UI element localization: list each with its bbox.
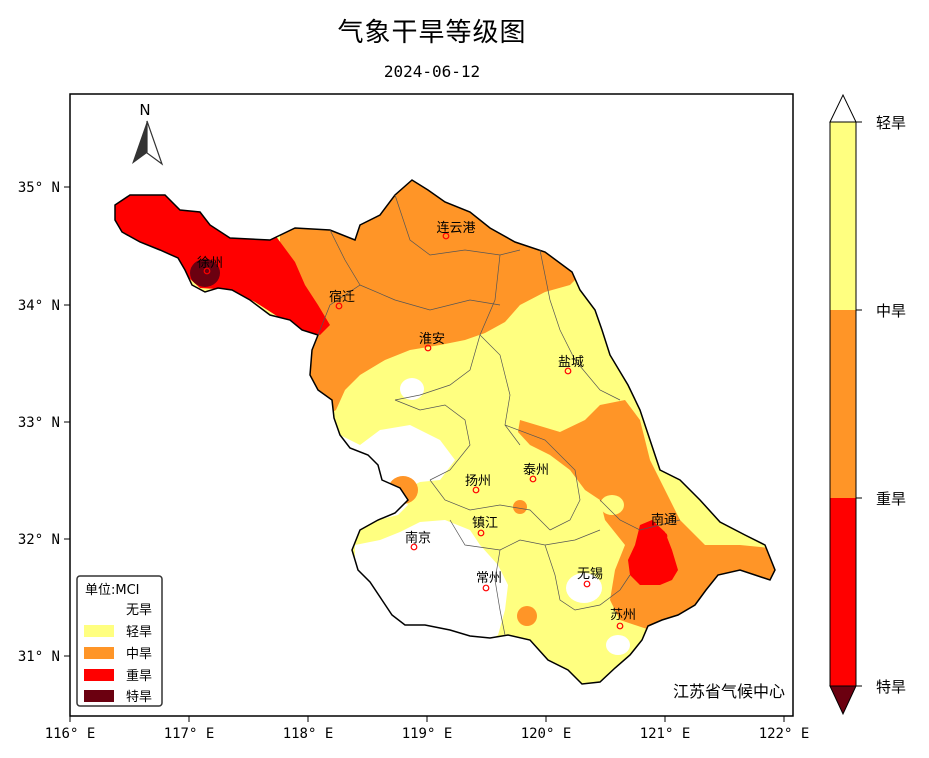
legend-label-none: 无旱	[126, 603, 152, 618]
y-axis-labels: 35° N 34° N 33° N 32° N 31° N	[18, 180, 60, 665]
legend-label-light: 轻旱	[126, 625, 152, 640]
boundary-yangzhou	[394, 399, 471, 481]
city-marker-lianyungang	[442, 232, 450, 240]
north-label: N	[139, 101, 150, 119]
x-tick-label: 121° E	[640, 726, 691, 742]
no-drought-spot-wuxi	[566, 573, 602, 603]
boundary-yangtze	[429, 479, 551, 531]
x-axis-labels: 116° E 117° E 118° E 119° E 120° E 121° …	[45, 726, 810, 742]
city-marker-suqian	[335, 302, 343, 310]
city-label-lianyungang: 连云港	[436, 220, 475, 236]
colorbar-label-severe: 重旱	[876, 490, 906, 508]
boundary-lianyungang	[394, 194, 521, 256]
boundary-wuxi-suzhou	[544, 544, 631, 611]
boundary-taizhou	[504, 424, 581, 531]
city-boundaries	[317, 194, 681, 636]
moderate-drought-spot-south	[517, 606, 537, 626]
city-label-wuxi: 无锡	[577, 567, 603, 582]
severe-drought-xuzhou	[115, 180, 330, 335]
moderate-drought-spot-taizhou	[513, 500, 527, 514]
legend-label-moderate: 中旱	[126, 647, 152, 662]
axis-ticks	[64, 186, 785, 722]
city-marker-nantong	[660, 532, 668, 540]
province-outline	[114, 179, 776, 685]
city-labels: 连云港 徐州 宿迁 淮安 盐城 扬州 泰州 镇江 南京 南通 常州 无锡 苏州	[197, 220, 677, 623]
boundary-changzhou-wuxi	[494, 549, 506, 636]
legend-label-severe: 重旱	[126, 668, 152, 684]
city-label-suzhou: 苏州	[610, 607, 636, 623]
north-arrow-right-half	[146, 120, 164, 166]
legend-swatch-light	[84, 625, 114, 637]
north-arrow: N	[132, 101, 164, 166]
light-drought-spot-nantong	[600, 495, 624, 515]
boundary-nantong	[599, 499, 681, 531]
city-markers	[203, 232, 668, 630]
y-tick-label: 35° N	[18, 180, 60, 196]
colorbar-segment-moderate	[830, 310, 856, 498]
legend-swatch-moderate	[84, 647, 114, 659]
y-tick-label: 31° N	[18, 649, 60, 665]
x-tick-label: 120° E	[521, 726, 572, 742]
no-drought-spot-huaian	[400, 378, 424, 400]
city-marker-xuzhou	[203, 267, 211, 275]
city-label-zhenjiang: 镇江	[472, 516, 498, 531]
severe-drought-nantong	[628, 520, 678, 585]
moderate-drought-east	[518, 400, 775, 630]
city-label-suqian: 宿迁	[329, 289, 355, 305]
boundary-yancheng-coast	[539, 249, 621, 401]
colorbar-segment-severe	[830, 498, 856, 686]
x-tick-label: 122° E	[759, 726, 810, 742]
city-label-taizhou: 泰州	[523, 463, 549, 478]
map-date: 2024-06-12	[383, 62, 481, 81]
city-label-nanjing: 南京	[405, 530, 431, 546]
colorbar-bottom-tip	[829, 685, 857, 716]
map-title: 气象干旱等级图	[337, 18, 527, 48]
city-marker-huaian	[424, 344, 432, 352]
city-label-changzhou: 常州	[476, 571, 502, 586]
legend-label-extreme: 特旱	[126, 690, 152, 705]
no-drought-spot-suzhou	[606, 635, 630, 655]
north-arrow-left-half	[132, 121, 147, 164]
city-label-nantong: 南通	[651, 512, 677, 528]
x-tick-label: 118° E	[283, 726, 334, 742]
city-marker-zhenjiang	[477, 529, 485, 537]
city-marker-changzhou	[482, 584, 490, 592]
city-marker-suzhou	[616, 622, 624, 630]
y-tick-label: 34° N	[18, 298, 60, 314]
boundary-yancheng-west	[479, 334, 521, 446]
x-tick-label: 119° E	[402, 726, 453, 742]
city-marker-yancheng	[564, 367, 572, 375]
legend-swatch-severe	[84, 669, 114, 681]
boundary-zhenjiang-changzhou	[449, 519, 601, 551]
legend: 单位:MCI 无旱 轻旱 中旱 重旱 特旱	[76, 575, 163, 707]
x-tick-label: 116° E	[45, 726, 96, 742]
x-tick-label: 117° E	[164, 726, 215, 742]
y-tick-label: 32° N	[18, 532, 60, 548]
colorbar-label-moderate: 中旱	[876, 302, 906, 320]
city-marker-wuxi	[583, 580, 591, 588]
city-marker-taizhou	[529, 475, 537, 483]
boundary-suqian-huaian	[359, 284, 501, 311]
legend-swatch-extreme	[84, 690, 114, 702]
boundary-huaian-yancheng	[394, 254, 501, 401]
y-tick-label: 33° N	[18, 415, 60, 431]
credit-text: 江苏省气候中心	[673, 682, 785, 701]
city-marker-yangzhou	[472, 486, 480, 494]
colorbar-label-extreme: 特旱	[876, 678, 906, 696]
legend-title: 单位:MCI	[85, 583, 140, 598]
city-label-yangzhou: 扬州	[465, 474, 491, 489]
colorbar: 轻旱 中旱 重旱 特旱	[829, 93, 906, 716]
colorbar-label-light: 轻旱	[876, 114, 906, 132]
colorbar-segment-light	[830, 122, 856, 310]
colorbar-outline	[829, 121, 857, 687]
city-label-yancheng: 盐城	[558, 355, 584, 370]
city-marker-nanjing	[410, 543, 418, 551]
city-label-xuzhou: 徐州	[197, 256, 223, 271]
city-label-huaian: 淮安	[419, 332, 445, 347]
colorbar-top-tip	[829, 93, 857, 123]
